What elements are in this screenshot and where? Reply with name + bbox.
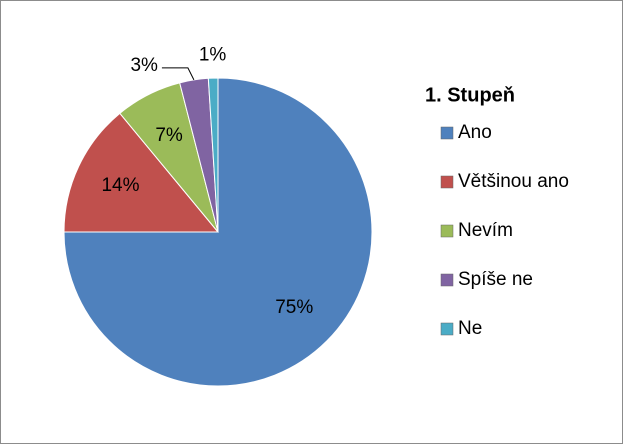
- legend-label: Ano: [458, 122, 492, 143]
- legend-label: Ne: [458, 318, 482, 339]
- data-label: 7%: [155, 125, 183, 146]
- legend-swatch: [440, 126, 454, 140]
- pie-slice: [63, 112, 220, 233]
- legend-swatch: [440, 273, 454, 287]
- data-label: 3%: [130, 55, 158, 76]
- legend-swatch: [440, 175, 454, 189]
- legend-label: Spíše ne: [458, 269, 533, 290]
- data-label: 75%: [275, 297, 313, 318]
- data-label: 1%: [199, 45, 227, 66]
- legend-label: Nevím: [458, 220, 513, 241]
- legend-label: Většinou ano: [458, 171, 569, 192]
- leader-line: [161, 67, 195, 81]
- data-label: 14%: [101, 175, 139, 196]
- pie-slice: [63, 77, 373, 387]
- legend-swatch: [440, 322, 454, 336]
- legend-swatch: [440, 224, 454, 238]
- pie-slice: [207, 77, 219, 233]
- legend-title: 1. Stupeň: [425, 84, 515, 106]
